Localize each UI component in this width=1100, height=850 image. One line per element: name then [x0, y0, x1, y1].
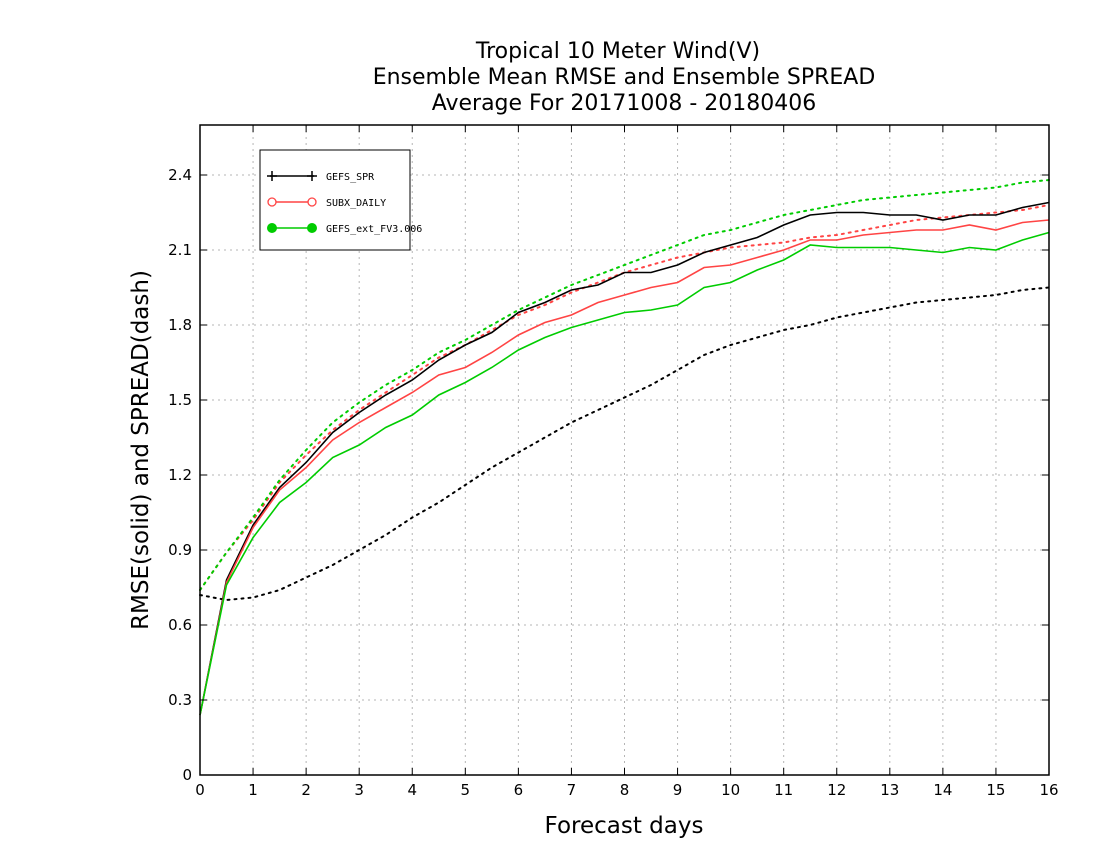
y-tick-label: 0.3	[168, 691, 192, 709]
legend-label: GEFS_ext_FV3.006	[326, 224, 422, 235]
series-spread-line	[199, 179, 1050, 591]
chart-title-line-1: Tropical 10 Meter Wind(V)	[475, 39, 760, 64]
y-tick-label: 1.8	[168, 316, 192, 334]
y-tick-label: 1.5	[168, 391, 192, 409]
chart-title-line-3: Average For 20171008 - 20180406	[432, 91, 817, 116]
series-rmse-line	[199, 201, 1050, 716]
y-tick-label: 1.2	[168, 466, 192, 484]
legend: GEFS_SPR SUBX_DAILY GEFS_ext_FV3.006	[259, 149, 422, 251]
series-rmse-line	[199, 231, 1050, 716]
x-tick-label: 13	[880, 781, 899, 799]
x-tick-label: 2	[301, 781, 311, 799]
x-axis-label: Forecast days	[545, 813, 704, 839]
y-tick-label: 0.9	[168, 541, 192, 559]
series-rmse-line	[199, 219, 1050, 716]
y-tick-label: 2.4	[168, 166, 192, 184]
legend-label: SUBX_DAILY	[326, 198, 386, 209]
x-tick-label: 6	[514, 781, 524, 799]
series-spread-line	[199, 286, 1050, 602]
legend-box	[259, 149, 411, 251]
legend-label: GEFS_SPR	[326, 172, 375, 183]
legend-marker	[307, 223, 317, 233]
x-tick-label: 3	[354, 781, 364, 799]
x-tick-label: 1	[248, 781, 258, 799]
chart-title: Tropical 10 Meter Wind(V) Ensemble Mean …	[373, 39, 876, 116]
x-tick-label: 16	[1039, 781, 1058, 799]
x-tick-label: 12	[827, 781, 846, 799]
x-tick-label: 15	[986, 781, 1005, 799]
grid	[200, 125, 1049, 775]
legend-marker	[307, 197, 317, 207]
x-tick-label: 4	[407, 781, 417, 799]
y-tick-label: 0.6	[168, 616, 192, 634]
x-tick-label: 9	[673, 781, 683, 799]
x-tick-label: 5	[461, 781, 471, 799]
y-axis-label: RMSE(solid) and SPREAD(dash)	[128, 270, 154, 630]
x-tick-label: 14	[933, 781, 952, 799]
legend-marker	[307, 171, 317, 181]
x-tick-label: 11	[774, 781, 793, 799]
series-layer	[199, 179, 1050, 716]
legend-marker	[267, 197, 277, 207]
legend-marker	[267, 171, 277, 181]
x-tick-label: 7	[567, 781, 577, 799]
chart-title-line-2: Ensemble Mean RMSE and Ensemble SPREAD	[373, 65, 876, 90]
y-tick-label: 0	[182, 766, 192, 784]
x-tick-label: 10	[721, 781, 740, 799]
x-tick-label: 0	[195, 781, 205, 799]
ticks: 0 1 2 3 4 5 6 7 8 9 10 11 12 13 14 15 1600.30.60.91.21.5…	[168, 125, 1059, 799]
y-tick-label: 2.1	[168, 241, 192, 259]
legend-marker	[267, 223, 277, 233]
x-tick-label: 8	[620, 781, 630, 799]
